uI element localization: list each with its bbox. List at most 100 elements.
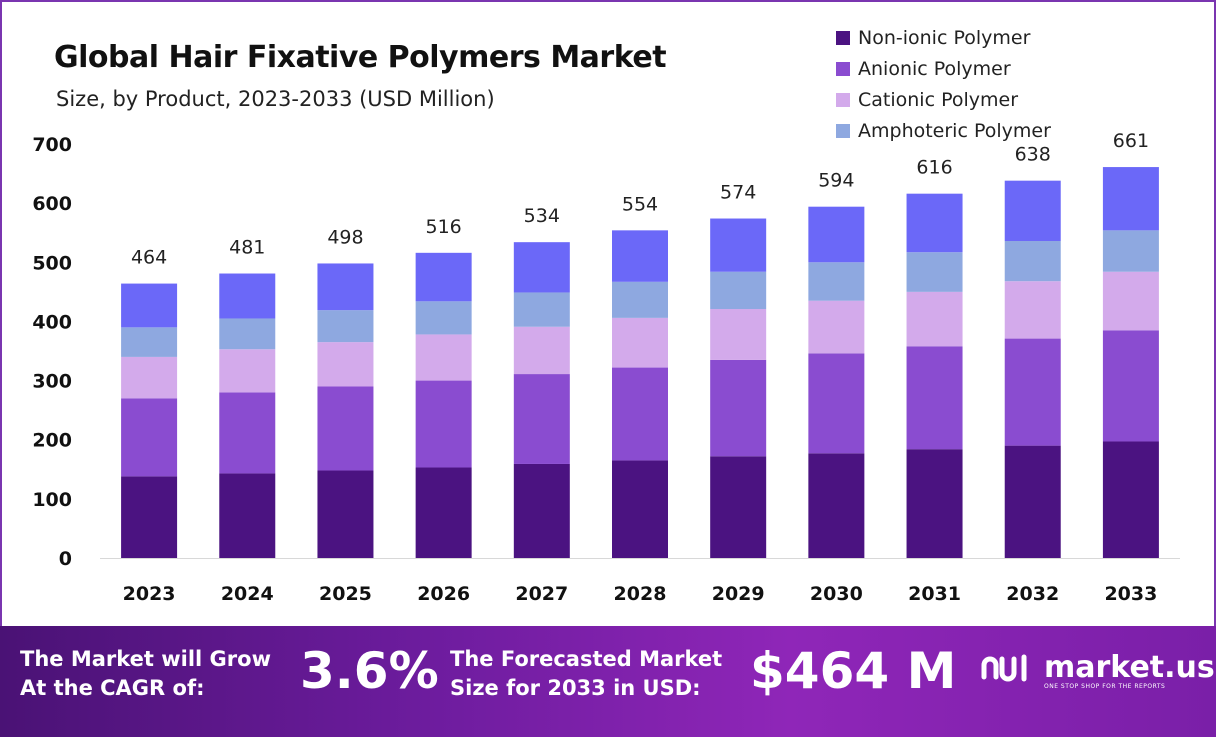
bar-2026-non-ionic-polymer bbox=[415, 467, 472, 558]
bar-2028-anionic-polymer bbox=[612, 367, 668, 461]
total-label-2027: 534 bbox=[524, 205, 560, 227]
bar-2026-cationic-polymer bbox=[415, 334, 472, 381]
legend-item-amphoteric: Amphoteric Polymer bbox=[836, 115, 1051, 146]
bar-2025-other bbox=[317, 263, 374, 311]
brand-logo[interactable]: market.us bbox=[980, 651, 1215, 685]
bar-2027-cationic-polymer bbox=[513, 326, 570, 375]
bar-2024-anionic-polymer bbox=[219, 392, 276, 474]
bar-2030-other bbox=[808, 206, 865, 263]
bar-2033-cationic-polymer bbox=[1102, 271, 1159, 331]
forecast-value: $464 M bbox=[750, 642, 957, 700]
bar-2025-non-ionic-polymer bbox=[317, 470, 374, 558]
x-tick-label-2024: 2024 bbox=[221, 583, 274, 605]
bar-2032-anionic-polymer bbox=[1004, 338, 1061, 446]
bar-2032-non-ionic-polymer bbox=[1004, 445, 1061, 558]
market-us-logo-icon bbox=[981, 654, 1027, 682]
summary-banner bbox=[0, 626, 1216, 737]
y-tick-label-500: 500 bbox=[32, 252, 72, 274]
bar-2031-amphoteric-polymer bbox=[906, 252, 963, 292]
bar-2028-non-ionic-polymer bbox=[612, 460, 668, 558]
total-label-2025: 498 bbox=[327, 226, 363, 248]
total-label-2032: 638 bbox=[1015, 144, 1051, 166]
bar-2031-anionic-polymer bbox=[906, 346, 963, 450]
x-tick-label-2028: 2028 bbox=[614, 583, 667, 605]
forecast-label: The Forecasted Market Size for 2033 in U… bbox=[450, 647, 723, 700]
bar-2027-amphoteric-polymer bbox=[513, 292, 570, 327]
brand-tagline: ONE STOP SHOP FOR THE REPORTS bbox=[1044, 683, 1166, 690]
bar-2024-amphoteric-polymer bbox=[219, 318, 276, 350]
bar-2028-amphoteric-polymer bbox=[612, 281, 668, 318]
y-tick-label-600: 600 bbox=[32, 193, 72, 215]
total-label-2031: 616 bbox=[916, 157, 952, 179]
bar-2024-other bbox=[219, 273, 276, 319]
y-tick-label-300: 300 bbox=[32, 371, 72, 393]
cagr-value: 3.6% bbox=[300, 642, 439, 700]
x-tick-label-2023: 2023 bbox=[123, 583, 176, 605]
bar-2025-cationic-polymer bbox=[317, 342, 374, 387]
x-tick-label-2027: 2027 bbox=[515, 583, 568, 605]
x-tick-label-2025: 2025 bbox=[319, 583, 372, 605]
legend-label-amphoteric: Amphoteric Polymer bbox=[858, 119, 1051, 142]
bar-2026-other bbox=[415, 252, 472, 302]
x-tick-label-2033: 2033 bbox=[1104, 583, 1157, 605]
bar-2030-cationic-polymer bbox=[808, 300, 865, 354]
bar-2023-cationic-polymer bbox=[121, 356, 178, 399]
total-label-2026: 516 bbox=[426, 216, 462, 238]
total-label-2033: 661 bbox=[1113, 130, 1149, 152]
bar-2030-amphoteric-polymer bbox=[808, 262, 865, 301]
legend-label-non-ionic: Non-ionic Polymer bbox=[858, 26, 1031, 49]
bar-2027-anionic-polymer bbox=[513, 374, 570, 464]
bar-2023-amphoteric-polymer bbox=[121, 327, 178, 357]
x-tick-label-2026: 2026 bbox=[417, 583, 470, 605]
bar-2032-other bbox=[1004, 180, 1061, 241]
bar-2028-cationic-polymer bbox=[612, 317, 668, 368]
y-tick-label-400: 400 bbox=[32, 311, 72, 333]
x-tick-label-2030: 2030 bbox=[810, 583, 863, 605]
total-label-2029: 574 bbox=[720, 182, 756, 204]
bar-2032-cationic-polymer bbox=[1004, 281, 1061, 339]
bar-2029-amphoteric-polymer bbox=[710, 271, 767, 310]
legend-item-anionic: Anionic Polymer bbox=[836, 53, 1051, 84]
legend-swatch-anionic bbox=[836, 61, 850, 76]
bar-2023-anionic-polymer bbox=[121, 398, 178, 477]
total-label-2023: 464 bbox=[131, 247, 167, 269]
bar-2025-anionic-polymer bbox=[317, 386, 374, 471]
y-tick-label-0: 0 bbox=[59, 548, 72, 570]
x-tick-label-2029: 2029 bbox=[712, 583, 765, 605]
bar-2030-non-ionic-polymer bbox=[808, 453, 865, 558]
x-tick-label-2031: 2031 bbox=[908, 583, 961, 605]
total-label-2028: 554 bbox=[622, 193, 658, 215]
x-tick-label-2032: 2032 bbox=[1006, 583, 1059, 605]
bar-2026-amphoteric-polymer bbox=[415, 301, 472, 335]
y-tick-label-700: 700 bbox=[32, 134, 72, 156]
total-label-2030: 594 bbox=[818, 170, 854, 192]
legend-label-anionic: Anionic Polymer bbox=[858, 57, 1011, 80]
y-tick-label-100: 100 bbox=[32, 489, 72, 511]
bar-2027-other bbox=[513, 242, 570, 293]
legend-item-non-ionic: Non-ionic Polymer bbox=[836, 22, 1051, 53]
bar-2031-other bbox=[906, 193, 963, 253]
bar-2024-cationic-polymer bbox=[219, 349, 276, 393]
bar-2025-amphoteric-polymer bbox=[317, 310, 374, 343]
legend-item-cationic: Cationic Polymer bbox=[836, 84, 1051, 115]
legend-swatch-cationic bbox=[836, 92, 850, 107]
legend-swatch-non-ionic bbox=[836, 30, 850, 45]
bar-2033-anionic-polymer bbox=[1102, 330, 1159, 442]
bar-2023-other bbox=[121, 283, 178, 328]
bar-2029-other bbox=[710, 218, 767, 272]
brand-name: market.us bbox=[1044, 650, 1215, 685]
stacked-bar-chart: 0 100 200 300 400 500 600 700 464 2023 481 2024 498 2… bbox=[32, 130, 1180, 605]
bar-2026-anionic-polymer bbox=[415, 380, 472, 468]
legend-swatch-amphoteric bbox=[836, 123, 850, 138]
bar-2024-non-ionic-polymer bbox=[219, 473, 276, 558]
bar-2031-cationic-polymer bbox=[906, 291, 963, 347]
bar-2027-non-ionic-polymer bbox=[513, 463, 570, 558]
total-label-2024: 481 bbox=[229, 237, 265, 259]
chart-subtitle: Size, by Product, 2023-2033 (USD Million… bbox=[56, 87, 495, 111]
chart-title: Global Hair Fixative Polymers Market bbox=[54, 40, 667, 75]
cagr-label: The Market will Grow At the CAGR of: bbox=[20, 647, 271, 700]
bar-2023-non-ionic-polymer bbox=[121, 476, 178, 558]
bar-2029-cationic-polymer bbox=[710, 309, 767, 360]
legend-label-cationic: Cationic Polymer bbox=[858, 88, 1019, 111]
bar-2029-non-ionic-polymer bbox=[710, 456, 767, 558]
